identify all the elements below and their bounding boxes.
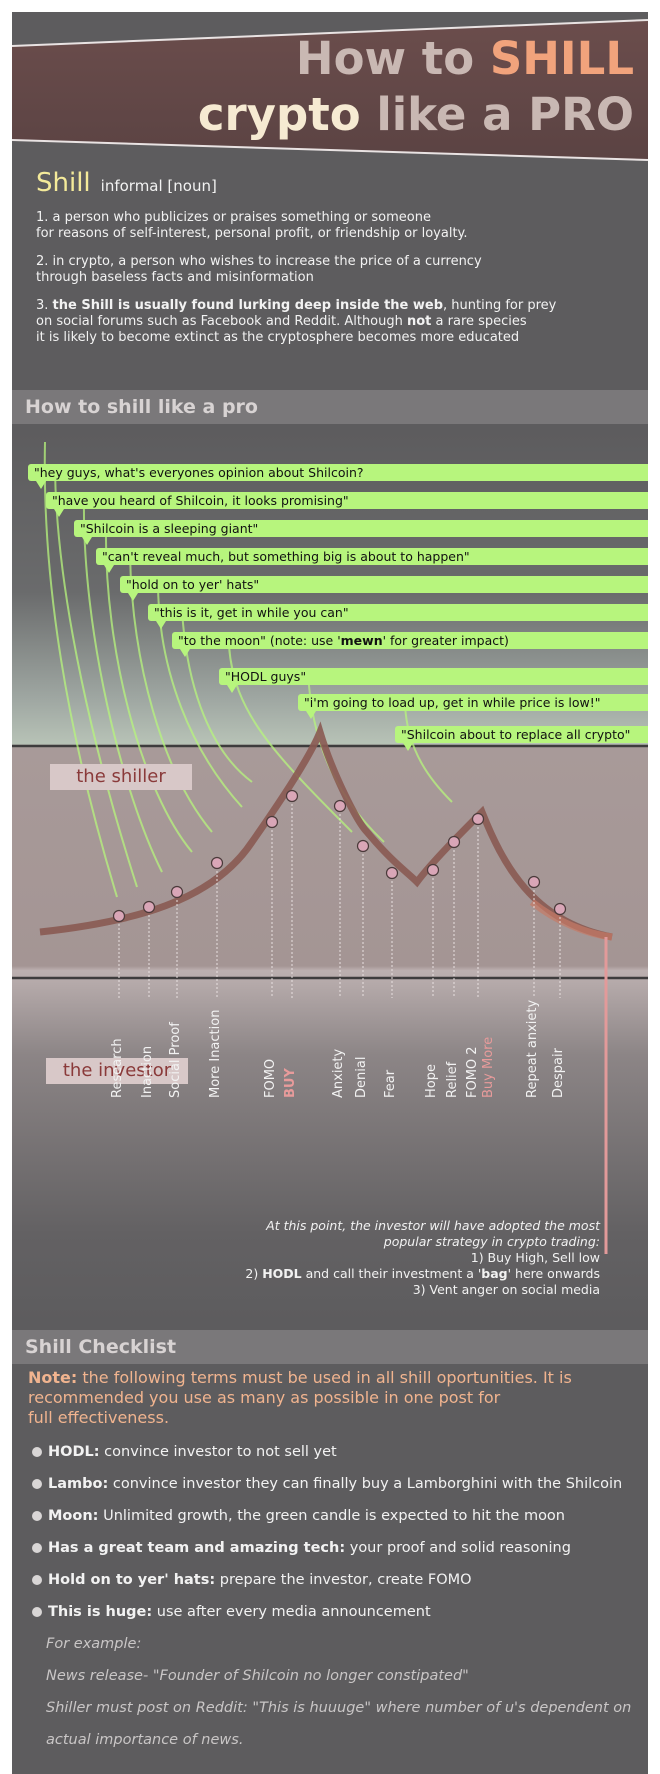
stage-marker (333, 799, 347, 813)
checklist-item: Has a great team and amazing tech: your … (32, 1540, 571, 1556)
bullet-icon (32, 1479, 42, 1489)
stage-label: FOMO (263, 1058, 278, 1098)
checklist-item: Hold on to yer' hats: prepare the invest… (32, 1572, 472, 1588)
definition-2: 2. in crypto, a person who wishes to inc… (36, 254, 482, 285)
stage-marker (142, 900, 156, 914)
stage-marker (385, 866, 399, 880)
quote-bubble: "Shilcoin is a sleeping giant" (74, 520, 648, 545)
stage-label: Despair (551, 1048, 566, 1098)
quote-bubble: "hold on to yer' hats" (120, 576, 648, 601)
stage-label: Relief (445, 1061, 460, 1098)
stage-label: Fear (383, 1069, 398, 1098)
definition-word: Shill (36, 168, 91, 198)
quote-bubble-moon: "to the moon" (note: use 'mewn' for grea… (172, 632, 648, 657)
stage-marker (170, 885, 184, 899)
quote-bubble: "HODL guys" (219, 668, 648, 693)
quote-bubble: "hey guys, what's everyones opinion abou… (28, 464, 648, 489)
stage-marker (285, 789, 299, 803)
shill-cycle-graphic: "hey guys, what's everyones opinion abou… (12, 432, 648, 1322)
definition-part-of-speech: informal [noun] (100, 177, 217, 195)
bullet-icon (32, 1607, 42, 1617)
checklist-item: Lambo: convince investor they can finall… (32, 1476, 622, 1492)
quote-bubble: "Shilcoin about to replace all crypto" (395, 726, 648, 751)
header-background (12, 19, 648, 161)
bullet-icon (32, 1447, 42, 1457)
stage-marker (265, 815, 279, 829)
stage-marker (447, 835, 461, 849)
example-reddit: Shiller must post on Reddit: "This is hu… (46, 1700, 632, 1716)
stage-marker (426, 863, 440, 877)
checklist-note: Note: the following terms must be used i… (28, 1368, 572, 1427)
infographic-poster: How to SHILL crypto like a PRO Shill info… (12, 12, 648, 1774)
example-news: News release- "Founder of Shilcoin no lo… (46, 1668, 469, 1684)
stage-label: BUY (283, 1068, 298, 1098)
stage-label: More Inaction (208, 1009, 223, 1098)
stage-label: Repeat anxiety (525, 999, 540, 1098)
definition-3: 3. the Shill is usually found lurking de… (36, 298, 557, 345)
bullet-icon (32, 1575, 42, 1585)
stage-marker (471, 812, 485, 826)
quote-bubble: "have you heard of Shilcoin, it looks pr… (46, 492, 648, 517)
definition-1: 1. a person who publicizes or praises so… (36, 210, 468, 241)
stage-marker (210, 856, 224, 870)
section-title-checklist: Shill Checklist (25, 1336, 177, 1358)
stage-label: Research (110, 1038, 125, 1098)
bullet-icon (32, 1511, 42, 1521)
stage-label: Anxiety (331, 1048, 346, 1098)
checklist-item: HODL: convince investor to not sell yet (32, 1444, 337, 1460)
conclusion-text: At this point, the investor will have ad… (245, 1218, 600, 1297)
quote-bubble: "can't reveal much, but something big is… (96, 548, 648, 573)
quote-bubble: "i'm going to load up, get in while pric… (298, 694, 648, 719)
stage-label: FOMO 2 (465, 1046, 480, 1098)
header-banner: How to SHILL crypto like a PRO (12, 12, 648, 172)
title-line-1: How to SHILL (295, 32, 634, 85)
stage-label: Social Proof (168, 1022, 183, 1098)
quote-bubble: "this is it, get in while you can" (148, 604, 648, 629)
section-band-how-to: How to shill like a pro (12, 390, 648, 424)
stage-marker (527, 875, 541, 889)
example-importance: actual importance of news. (46, 1732, 244, 1748)
section-title-how-to: How to shill like a pro (25, 396, 258, 418)
stage-marker (112, 909, 126, 923)
title-line-2: crypto like a PRO (197, 88, 634, 141)
bullet-icon (32, 1543, 42, 1553)
stage-label: Inaction (140, 1045, 155, 1098)
checklist-item: This is huge: use after every media anno… (32, 1604, 431, 1620)
investor-label: the investor (46, 1058, 188, 1084)
section-band-checklist: Shill Checklist (12, 1330, 648, 1364)
stage-markers (112, 789, 567, 998)
stage-marker (553, 902, 567, 916)
checklist-item: Moon: Unlimited growth, the green candle… (32, 1508, 565, 1524)
shiller-label: the shiller (50, 764, 192, 790)
stage-marker (356, 839, 370, 853)
stage-label: Buy More (481, 1036, 496, 1098)
stage-label: Hope (424, 1064, 439, 1098)
example-label: For example: (46, 1636, 142, 1652)
stage-label: Denial (354, 1056, 369, 1098)
shill-definition: Shill informal [noun] 1. a person who pub… (36, 168, 636, 346)
